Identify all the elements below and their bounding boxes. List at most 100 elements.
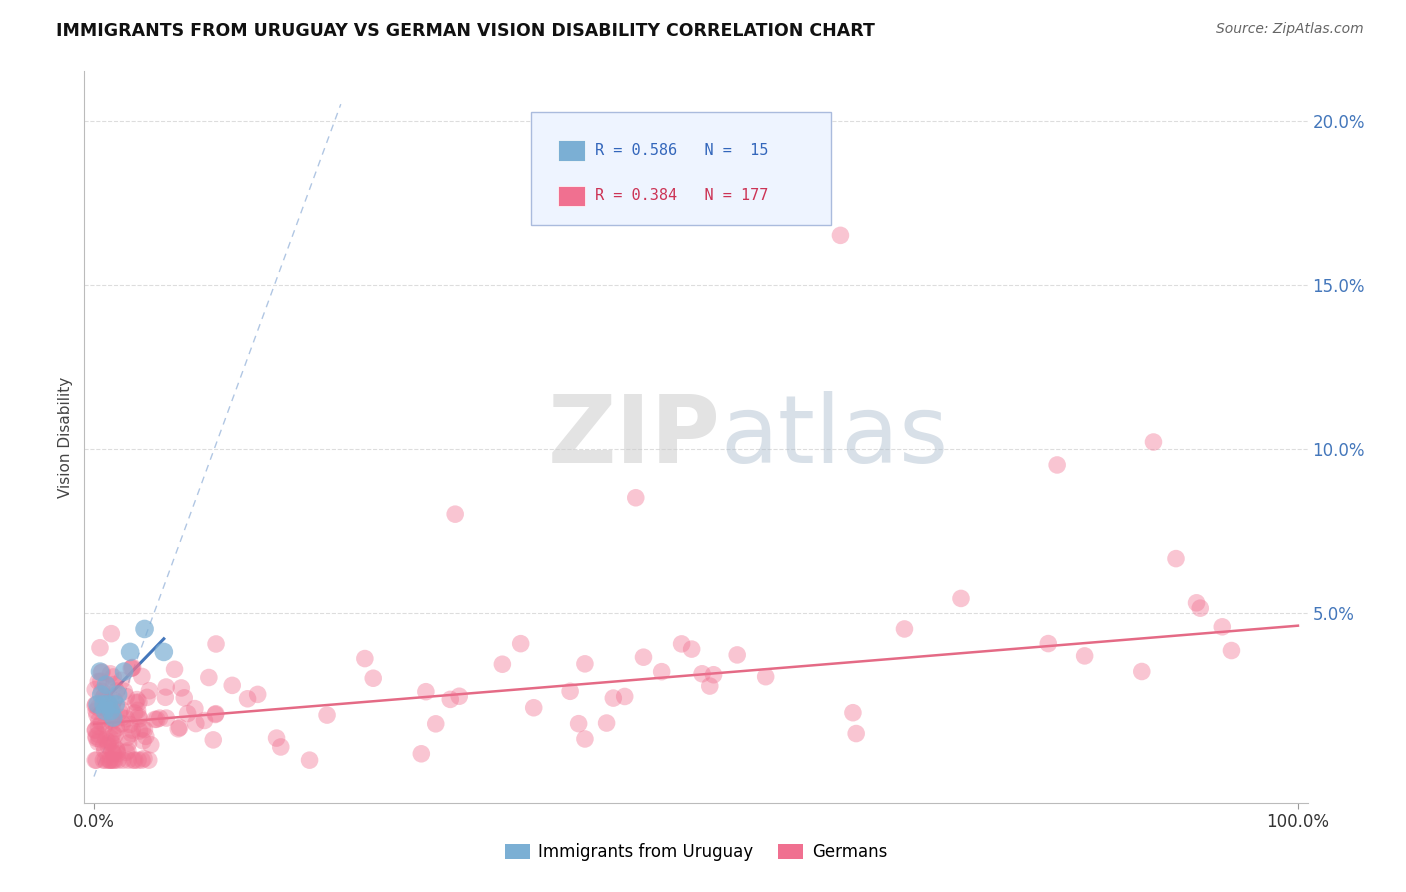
Point xyxy=(127,753,149,767)
Point xyxy=(87,727,110,741)
Point xyxy=(671,637,693,651)
Point xyxy=(100,666,122,681)
Point xyxy=(121,661,143,675)
Text: Source: ZipAtlas.com: Source: ZipAtlas.com xyxy=(1216,22,1364,37)
Point xyxy=(97,698,120,712)
Point xyxy=(103,693,125,707)
Point xyxy=(104,728,127,742)
Point xyxy=(134,622,156,636)
Point xyxy=(105,744,128,758)
Point xyxy=(108,705,131,719)
Point xyxy=(1130,665,1153,679)
Point xyxy=(170,681,193,695)
Point xyxy=(121,723,143,737)
Text: IMMIGRANTS FROM URUGUAY VS GERMAN VISION DISABILITY CORRELATION CHART: IMMIGRANTS FROM URUGUAY VS GERMAN VISION… xyxy=(56,22,875,40)
Point xyxy=(120,661,142,675)
Point xyxy=(122,753,145,767)
Point xyxy=(96,694,118,708)
Point xyxy=(97,753,120,767)
Point xyxy=(134,723,156,737)
Point xyxy=(602,691,624,706)
Point xyxy=(354,651,377,665)
Point xyxy=(101,712,124,726)
FancyBboxPatch shape xyxy=(531,112,831,225)
Text: ZIP: ZIP xyxy=(547,391,720,483)
Point xyxy=(128,695,150,709)
Point xyxy=(411,747,433,761)
Point xyxy=(84,704,107,718)
Point xyxy=(91,665,114,679)
Point xyxy=(523,700,546,714)
Point xyxy=(153,645,176,659)
Point xyxy=(84,682,107,697)
Point xyxy=(703,667,725,681)
Point xyxy=(439,692,461,706)
Point xyxy=(94,692,117,706)
Text: atlas: atlas xyxy=(720,391,949,483)
Point xyxy=(236,691,259,706)
Point xyxy=(205,637,228,651)
Point xyxy=(1185,596,1208,610)
Point xyxy=(143,713,166,727)
Point xyxy=(103,747,125,761)
Point xyxy=(167,722,190,736)
Point xyxy=(87,735,110,749)
Point xyxy=(101,714,124,729)
Point xyxy=(246,687,269,701)
Point xyxy=(84,698,107,712)
Point xyxy=(94,704,117,718)
Point xyxy=(624,491,647,505)
Point xyxy=(124,753,146,767)
Point xyxy=(93,690,115,704)
Point xyxy=(107,688,129,702)
Point xyxy=(128,723,150,738)
Point xyxy=(84,723,107,737)
Point xyxy=(112,684,135,698)
Point xyxy=(132,751,155,765)
Point xyxy=(101,737,124,751)
Point xyxy=(117,736,139,750)
Point xyxy=(127,703,149,717)
Point xyxy=(845,726,868,740)
Point xyxy=(89,640,111,655)
Point xyxy=(103,753,125,767)
Point xyxy=(298,753,321,767)
Point xyxy=(149,711,172,725)
Point xyxy=(193,714,215,728)
Point xyxy=(105,722,128,736)
Point xyxy=(86,698,108,712)
Point xyxy=(613,690,636,704)
Point xyxy=(87,700,110,714)
Point xyxy=(96,679,118,693)
Point xyxy=(163,662,186,676)
Point xyxy=(97,698,120,712)
Point xyxy=(139,738,162,752)
Point xyxy=(1164,551,1187,566)
Point xyxy=(97,739,120,753)
Point xyxy=(93,743,115,757)
Point xyxy=(681,642,703,657)
Point xyxy=(204,707,226,722)
Point xyxy=(425,716,447,731)
Point xyxy=(1073,648,1095,663)
Point xyxy=(124,706,146,720)
Point xyxy=(103,670,125,684)
Point xyxy=(89,665,111,679)
Point xyxy=(1211,620,1233,634)
Point xyxy=(893,622,915,636)
Text: R = 0.384   N = 177: R = 0.384 N = 177 xyxy=(595,188,768,203)
Point xyxy=(98,753,121,767)
Point xyxy=(176,706,198,721)
Point xyxy=(84,753,107,767)
Bar xyxy=(558,186,585,206)
Point xyxy=(93,753,115,767)
Point xyxy=(574,657,596,671)
Point xyxy=(100,626,122,640)
Point xyxy=(98,704,121,718)
Y-axis label: Vision Disability: Vision Disability xyxy=(58,376,73,498)
Point xyxy=(90,684,112,698)
Point xyxy=(84,731,107,746)
Point xyxy=(100,731,122,745)
Bar xyxy=(558,140,585,161)
Point xyxy=(117,753,139,767)
